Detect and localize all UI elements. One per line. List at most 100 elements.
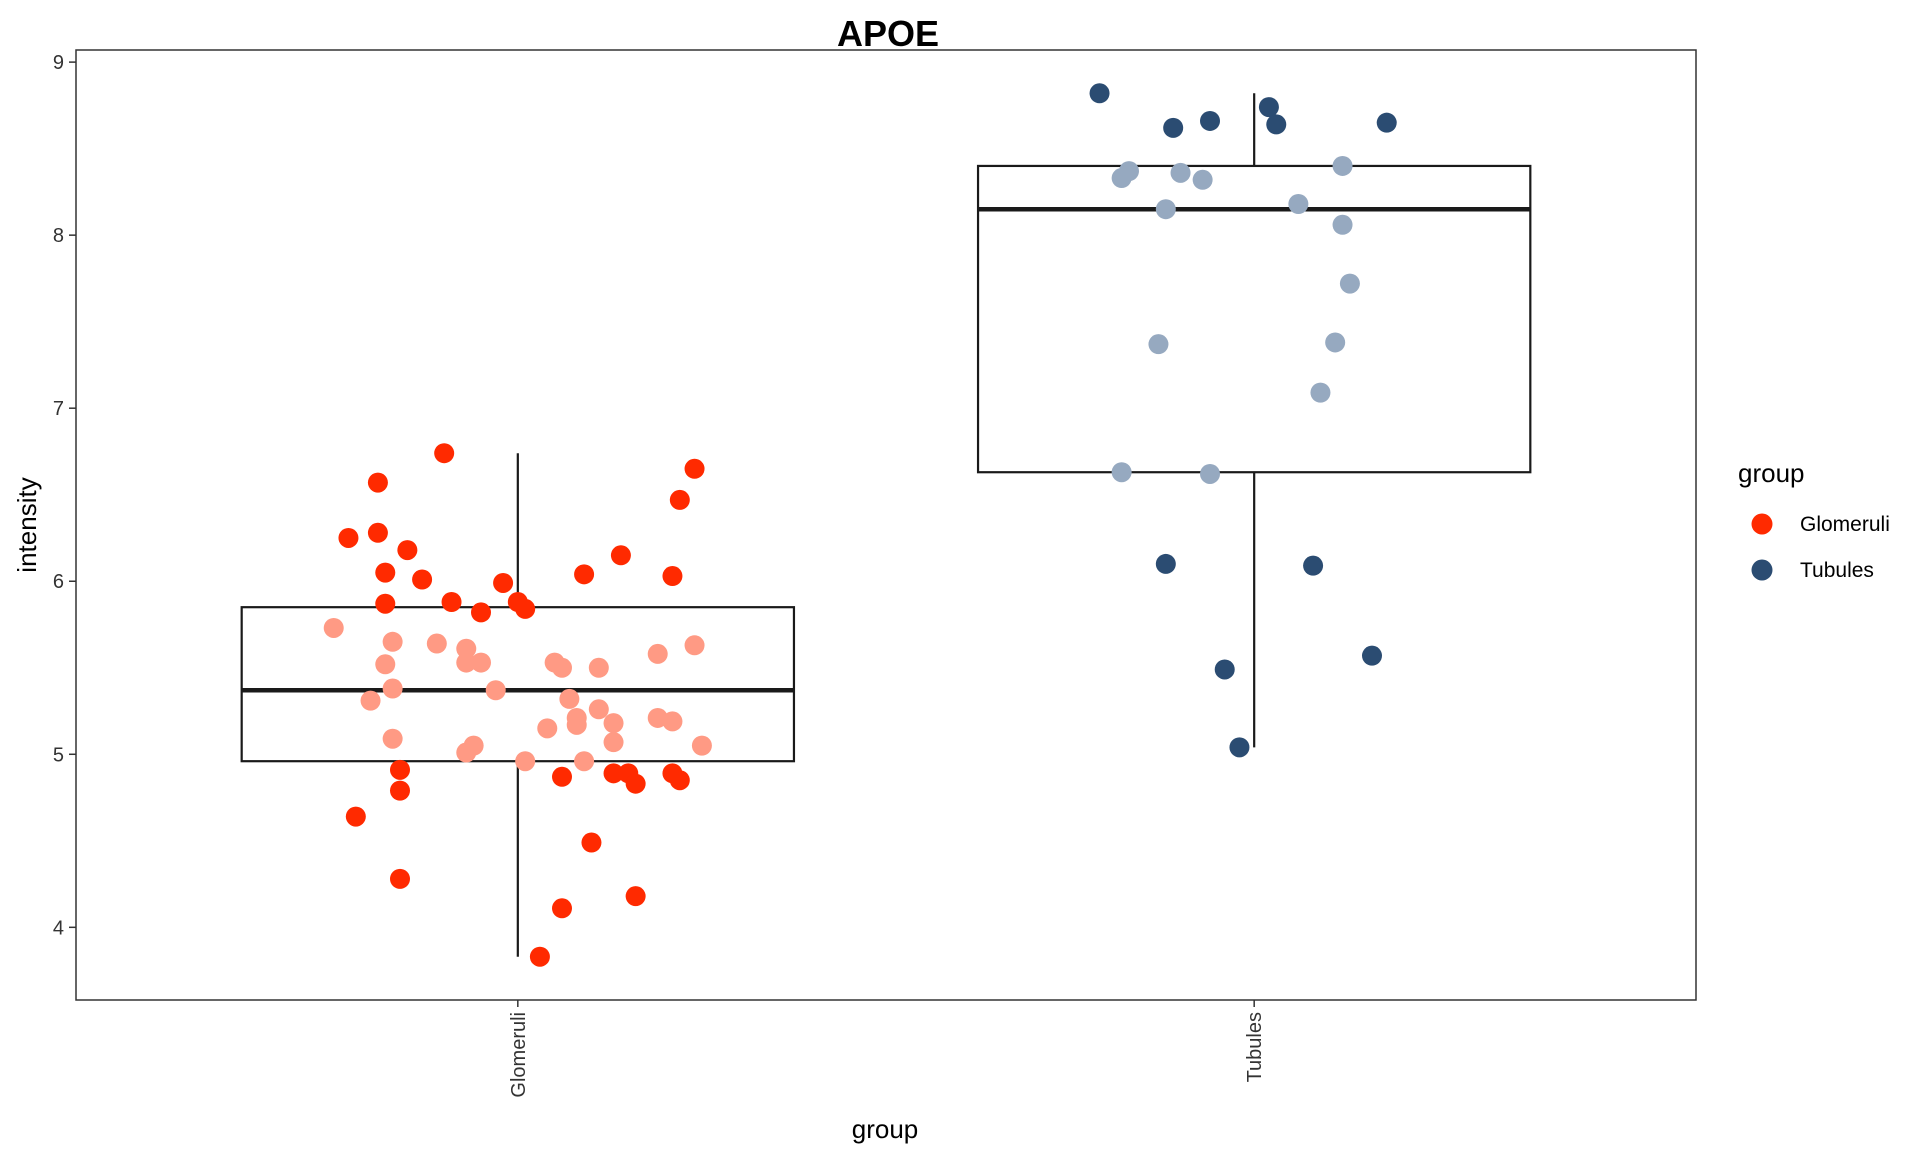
data-point xyxy=(625,773,646,794)
data-point xyxy=(1163,117,1184,138)
data-point xyxy=(1339,273,1360,294)
y-tick-label: 9 xyxy=(53,52,64,74)
data-point xyxy=(603,763,624,784)
data-point xyxy=(456,638,477,659)
data-point xyxy=(485,680,506,701)
data-point xyxy=(412,569,433,590)
data-point xyxy=(647,643,668,664)
data-point xyxy=(1332,214,1353,235)
data-point xyxy=(1332,155,1353,176)
data-point xyxy=(1200,110,1220,131)
data-point xyxy=(397,540,418,561)
data-point xyxy=(625,886,646,907)
data-point xyxy=(1229,737,1250,758)
data-point xyxy=(471,602,491,623)
data-point xyxy=(390,868,410,889)
x-axis: Glomeruli Tubules xyxy=(508,1000,1266,1098)
data-point xyxy=(552,898,572,919)
legend-label-glomeruli: Glomeruli xyxy=(1800,513,1890,536)
data-point xyxy=(684,635,705,656)
data-point xyxy=(1155,553,1176,574)
data-point xyxy=(574,564,595,585)
data-point xyxy=(574,751,595,772)
data-point xyxy=(367,472,388,493)
data-point xyxy=(669,489,690,510)
y-tick-label: 7 xyxy=(53,398,64,420)
data-point xyxy=(1303,555,1324,576)
y-axis: 4 5 6 7 8 9 xyxy=(53,52,76,939)
y-axis-title: intensity xyxy=(12,477,42,572)
data-point xyxy=(669,770,690,791)
data-point xyxy=(1089,83,1110,104)
plot-panel xyxy=(75,49,1697,1001)
data-point xyxy=(338,527,359,548)
box-tubules xyxy=(976,164,1532,474)
x-tick-label: Tubules xyxy=(1244,1012,1266,1082)
data-point xyxy=(559,688,580,709)
legend: group Glomeruli Tubules xyxy=(1738,458,1890,582)
data-point xyxy=(360,690,381,711)
data-point xyxy=(552,657,572,678)
data-point xyxy=(382,631,403,652)
y-tick-label: 5 xyxy=(53,744,64,766)
data-point xyxy=(375,593,396,614)
x-tick-label: Glomeruli xyxy=(508,1012,530,1098)
data-point xyxy=(566,714,587,735)
data-point xyxy=(1310,382,1331,403)
data-point xyxy=(1170,162,1191,183)
data-point xyxy=(441,592,462,613)
data-point xyxy=(529,946,550,967)
data-point xyxy=(382,728,403,749)
data-point xyxy=(375,562,396,583)
data-point xyxy=(471,652,491,673)
legend-label-tubules: Tubules xyxy=(1800,559,1874,582)
data-point xyxy=(662,566,683,587)
data-point xyxy=(390,759,410,780)
chart-title: APOE xyxy=(837,13,939,54)
data-point xyxy=(662,711,683,732)
data-point xyxy=(515,598,536,619)
legend-key-tubules xyxy=(1751,559,1773,581)
data-point xyxy=(434,443,455,464)
data-point xyxy=(588,657,609,678)
y-tick-label: 4 xyxy=(53,917,64,939)
data-point xyxy=(515,751,536,772)
data-point xyxy=(610,545,631,566)
data-point xyxy=(1288,194,1309,215)
data-point xyxy=(323,617,344,638)
data-point xyxy=(552,766,572,787)
data-point xyxy=(1200,463,1220,484)
data-point xyxy=(1111,168,1132,189)
data-point xyxy=(1362,645,1382,666)
data-point xyxy=(1148,334,1169,355)
legend-title: group xyxy=(1738,458,1805,488)
legend-key-glomeruli xyxy=(1751,513,1773,535)
data-point xyxy=(426,633,447,654)
data-point xyxy=(581,832,602,853)
y-tick-label: 8 xyxy=(53,225,64,247)
data-point xyxy=(456,652,477,673)
data-point xyxy=(367,522,388,543)
data-point xyxy=(456,742,477,763)
data-point xyxy=(493,572,514,593)
points-layer xyxy=(323,83,1397,967)
data-point xyxy=(382,678,403,699)
data-point xyxy=(345,806,366,827)
data-point xyxy=(691,735,712,756)
data-point xyxy=(1258,97,1279,118)
data-point xyxy=(1214,659,1235,680)
data-point xyxy=(588,699,609,720)
data-point xyxy=(1376,112,1397,133)
data-point xyxy=(603,713,624,734)
x-axis-title: group xyxy=(852,1114,919,1144)
data-point xyxy=(1155,199,1176,220)
data-point xyxy=(537,718,558,739)
data-point xyxy=(1192,169,1213,190)
data-point xyxy=(684,458,705,479)
data-point xyxy=(603,732,624,753)
data-point xyxy=(1325,332,1346,353)
data-point xyxy=(1111,462,1132,483)
data-point xyxy=(1266,114,1287,135)
data-point xyxy=(390,780,410,801)
